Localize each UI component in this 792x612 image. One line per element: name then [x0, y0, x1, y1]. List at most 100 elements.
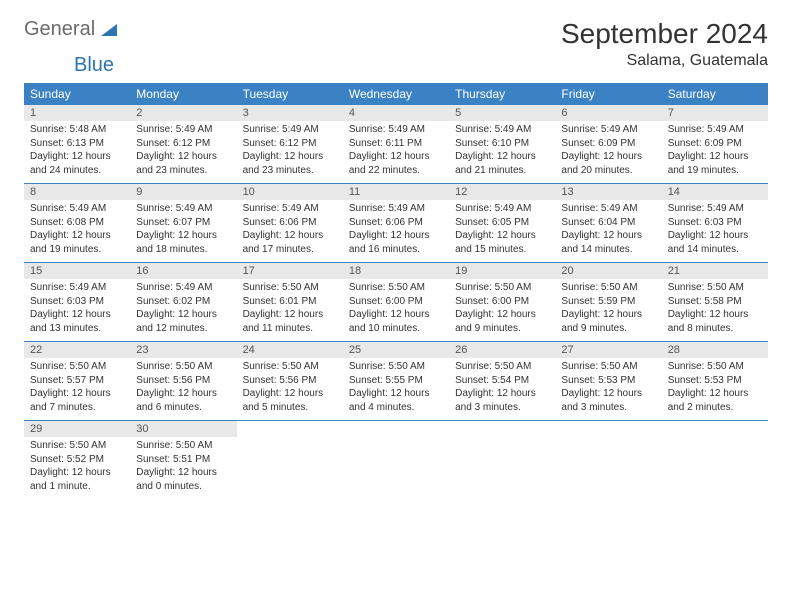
- day-number: 9: [130, 184, 236, 200]
- sunset-value: 5:59 PM: [598, 296, 635, 307]
- daylight-label: Daylight:: [30, 230, 72, 241]
- sunrise-value: 5:50 AM: [601, 361, 638, 372]
- day-number: 12: [449, 184, 555, 200]
- calendar-day-cell: 26Sunrise: 5:50 AMSunset: 5:54 PMDayligh…: [449, 342, 555, 421]
- daylight-label: Daylight:: [30, 309, 72, 320]
- day-number: 8: [24, 184, 130, 200]
- sunset-label: Sunset:: [561, 138, 598, 149]
- sunset-value: 6:12 PM: [279, 138, 316, 149]
- day-content: Sunrise: 5:50 AMSunset: 5:53 PMDaylight:…: [555, 358, 661, 418]
- calendar-day-cell: [237, 421, 343, 500]
- calendar-day-cell: 11Sunrise: 5:49 AMSunset: 6:06 PMDayligh…: [343, 184, 449, 263]
- month-title: September 2024: [561, 18, 768, 50]
- calendar-body: 1Sunrise: 5:48 AMSunset: 6:13 PMDaylight…: [24, 105, 768, 499]
- sunset-label: Sunset:: [349, 375, 386, 386]
- calendar-day-cell: 27Sunrise: 5:50 AMSunset: 5:53 PMDayligh…: [555, 342, 661, 421]
- day-content: Sunrise: 5:49 AMSunset: 6:03 PMDaylight:…: [24, 279, 130, 339]
- sunset-label: Sunset:: [30, 454, 67, 465]
- daylight-label: Daylight:: [668, 388, 710, 399]
- sunrise-label: Sunrise:: [668, 361, 707, 372]
- day-number: 29: [24, 421, 130, 437]
- sunset-value: 6:03 PM: [67, 296, 104, 307]
- calendar-day-cell: 22Sunrise: 5:50 AMSunset: 5:57 PMDayligh…: [24, 342, 130, 421]
- sunrise-value: 5:50 AM: [495, 282, 532, 293]
- sunset-label: Sunset:: [30, 138, 67, 149]
- day-number: 16: [130, 263, 236, 279]
- sunset-value: 6:08 PM: [67, 217, 104, 228]
- sunrise-value: 5:50 AM: [282, 361, 319, 372]
- daylight-label: Daylight:: [30, 467, 72, 478]
- daylight-label: Daylight:: [243, 309, 285, 320]
- day-number: 14: [662, 184, 768, 200]
- sunset-label: Sunset:: [561, 217, 598, 228]
- sunrise-label: Sunrise:: [561, 282, 600, 293]
- sunset-value: 6:05 PM: [492, 217, 529, 228]
- calendar-week-row: 15Sunrise: 5:49 AMSunset: 6:03 PMDayligh…: [24, 263, 768, 342]
- day-content: Sunrise: 5:49 AMSunset: 6:06 PMDaylight:…: [343, 200, 449, 260]
- sunrise-value: 5:49 AM: [388, 203, 425, 214]
- daylight-label: Daylight:: [455, 151, 497, 162]
- sunset-value: 5:54 PM: [492, 375, 529, 386]
- sunset-value: 6:06 PM: [386, 217, 423, 228]
- sunrise-label: Sunrise:: [349, 361, 388, 372]
- sunrise-label: Sunrise:: [136, 203, 175, 214]
- daylight-label: Daylight:: [349, 230, 391, 241]
- day-content: Sunrise: 5:49 AMSunset: 6:02 PMDaylight:…: [130, 279, 236, 339]
- daylight-label: Daylight:: [561, 388, 603, 399]
- sunrise-label: Sunrise:: [243, 124, 282, 135]
- sunset-value: 5:51 PM: [173, 454, 210, 465]
- sunset-value: 5:52 PM: [67, 454, 104, 465]
- day-content: Sunrise: 5:50 AMSunset: 5:54 PMDaylight:…: [449, 358, 555, 418]
- sunrise-label: Sunrise:: [30, 203, 69, 214]
- sunrise-value: 5:50 AM: [176, 361, 213, 372]
- sunrise-label: Sunrise:: [243, 203, 282, 214]
- sunset-value: 6:01 PM: [279, 296, 316, 307]
- sunrise-label: Sunrise:: [668, 282, 707, 293]
- day-number: 6: [555, 105, 661, 121]
- sunrise-value: 5:50 AM: [388, 282, 425, 293]
- sunset-value: 6:06 PM: [279, 217, 316, 228]
- day-content: Sunrise: 5:49 AMSunset: 6:05 PMDaylight:…: [449, 200, 555, 260]
- calendar-day-cell: 14Sunrise: 5:49 AMSunset: 6:03 PMDayligh…: [662, 184, 768, 263]
- weekday-header: Wednesday: [343, 83, 449, 105]
- logo: General: [24, 18, 121, 41]
- day-content: Sunrise: 5:49 AMSunset: 6:11 PMDaylight:…: [343, 121, 449, 181]
- day-content: Sunrise: 5:49 AMSunset: 6:03 PMDaylight:…: [662, 200, 768, 260]
- sunrise-label: Sunrise:: [30, 361, 69, 372]
- sunset-value: 5:55 PM: [386, 375, 423, 386]
- calendar-day-cell: 25Sunrise: 5:50 AMSunset: 5:55 PMDayligh…: [343, 342, 449, 421]
- sunset-label: Sunset:: [30, 375, 67, 386]
- weekday-header-row: SundayMondayTuesdayWednesdayThursdayFrid…: [24, 83, 768, 105]
- calendar-day-cell: 2Sunrise: 5:49 AMSunset: 6:12 PMDaylight…: [130, 105, 236, 184]
- daylight-label: Daylight:: [30, 388, 72, 399]
- day-content: Sunrise: 5:49 AMSunset: 6:10 PMDaylight:…: [449, 121, 555, 181]
- sunset-label: Sunset:: [136, 217, 173, 228]
- day-content: Sunrise: 5:50 AMSunset: 6:00 PMDaylight:…: [343, 279, 449, 339]
- weekday-header: Sunday: [24, 83, 130, 105]
- daylight-label: Daylight:: [136, 467, 178, 478]
- sunset-label: Sunset:: [349, 217, 386, 228]
- sunrise-value: 5:49 AM: [495, 124, 532, 135]
- sunrise-label: Sunrise:: [455, 282, 494, 293]
- logo-text-blue: Blue: [74, 54, 114, 76]
- sunset-label: Sunset:: [243, 138, 280, 149]
- daylight-label: Daylight:: [455, 230, 497, 241]
- day-content: Sunrise: 5:49 AMSunset: 6:08 PMDaylight:…: [24, 200, 130, 260]
- sunrise-value: 5:49 AM: [69, 203, 106, 214]
- calendar-day-cell: 3Sunrise: 5:49 AMSunset: 6:12 PMDaylight…: [237, 105, 343, 184]
- day-number: 13: [555, 184, 661, 200]
- daylight-label: Daylight:: [668, 230, 710, 241]
- sunrise-label: Sunrise:: [30, 282, 69, 293]
- calendar-day-cell: 24Sunrise: 5:50 AMSunset: 5:56 PMDayligh…: [237, 342, 343, 421]
- sunrise-value: 5:50 AM: [282, 282, 319, 293]
- day-content: Sunrise: 5:49 AMSunset: 6:04 PMDaylight:…: [555, 200, 661, 260]
- day-number: 18: [343, 263, 449, 279]
- sunrise-label: Sunrise:: [349, 282, 388, 293]
- sunset-value: 5:58 PM: [704, 296, 741, 307]
- day-number: 2: [130, 105, 236, 121]
- sunset-value: 6:12 PM: [173, 138, 210, 149]
- calendar-week-row: 29Sunrise: 5:50 AMSunset: 5:52 PMDayligh…: [24, 421, 768, 500]
- day-content: Sunrise: 5:50 AMSunset: 6:01 PMDaylight:…: [237, 279, 343, 339]
- day-content: Sunrise: 5:49 AMSunset: 6:07 PMDaylight:…: [130, 200, 236, 260]
- day-number: 19: [449, 263, 555, 279]
